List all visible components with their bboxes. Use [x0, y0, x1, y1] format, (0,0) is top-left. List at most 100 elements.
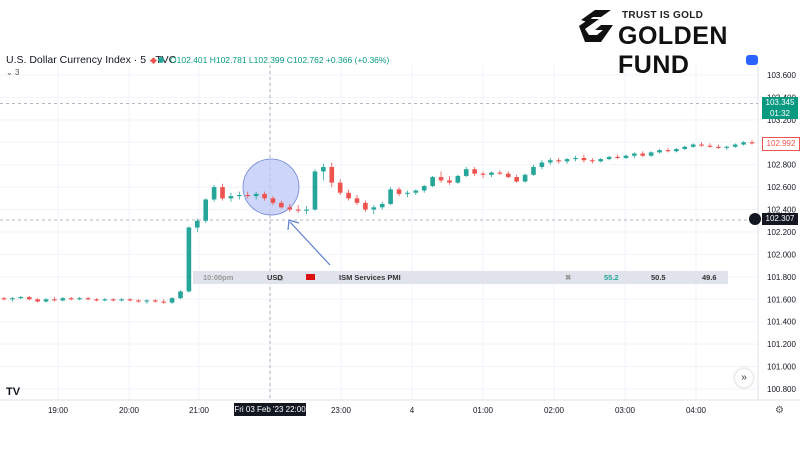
candle-body	[68, 298, 74, 300]
candle-body	[136, 300, 141, 302]
x-tick-label: 04:00	[686, 406, 707, 415]
candle-body	[127, 299, 133, 301]
candle-body	[371, 207, 377, 210]
candle-body	[270, 198, 276, 203]
candle-body	[35, 299, 40, 302]
indicator-toggle[interactable]: ⌄ 3	[6, 68, 19, 77]
candle-body	[640, 153, 646, 156]
candle-body	[60, 298, 66, 301]
candle-body	[77, 298, 82, 300]
y-tick-label: 102.600	[767, 183, 796, 192]
y-tick-label: 103.600	[767, 71, 796, 80]
x-tick-label: 4	[410, 406, 415, 415]
candle-body	[220, 187, 225, 199]
candle-body	[480, 173, 486, 175]
candle-body	[732, 144, 738, 147]
chevron-down-icon: ⌄	[6, 68, 15, 77]
candle-body	[707, 145, 713, 147]
event-currency: USD	[267, 273, 283, 282]
x-tick-label: 02:00	[544, 406, 565, 415]
candle-body	[489, 172, 494, 175]
golden-fund-logo-icon	[579, 10, 613, 42]
candle-body	[447, 180, 452, 183]
last-price: 103.345	[765, 98, 795, 107]
candle-body	[312, 171, 318, 210]
last-price-tag: 103.345 01:32	[762, 97, 798, 119]
candle-body	[405, 192, 410, 194]
event-forecast: 50.5	[651, 273, 666, 282]
candle-body	[531, 166, 536, 175]
event-actual: 55.2	[604, 273, 619, 282]
crosshair-price-tag: 102.307	[762, 213, 798, 225]
candle-body	[539, 162, 545, 167]
candle-body	[211, 187, 217, 200]
candle-body	[497, 172, 503, 174]
candle-body	[119, 299, 124, 301]
candle-body	[18, 297, 24, 299]
y-tick-label: 102.000	[767, 250, 796, 259]
candle-body	[329, 166, 335, 183]
event-time: 10:00pm	[203, 273, 234, 282]
candle-body	[547, 160, 553, 163]
candle-body	[648, 152, 654, 156]
candle-body	[438, 177, 444, 181]
highlight-circle	[242, 158, 300, 216]
candle-body	[321, 166, 326, 172]
crosshair-plus-icon[interactable]	[749, 213, 761, 225]
candle-body	[682, 146, 688, 150]
us-flag-icon	[306, 274, 315, 280]
market-status-icon: ◆	[150, 55, 157, 65]
x-tick-label: 01:00	[473, 406, 494, 415]
gear-icon[interactable]: ⚙	[775, 405, 784, 416]
bar-countdown: 01:32	[769, 109, 791, 118]
annotation-arrow-head	[287, 219, 300, 231]
candle-body	[237, 194, 242, 197]
impact-icon: ✖	[565, 273, 572, 282]
economic-event-bar[interactable]: 10:00pm ◷ USD ISM Services PMI ✖ 55.2 50…	[193, 271, 728, 284]
y-tick-label: 102.200	[767, 228, 796, 237]
event-name: ISM Services PMI	[339, 273, 401, 282]
candle-body	[379, 203, 385, 208]
snapshot-icon[interactable]	[746, 55, 758, 65]
candle-body	[388, 189, 393, 204]
candle-body	[632, 153, 637, 156]
ohlc-readout: O102.401 H102.781 L102.399 C102.762 +0.3…	[170, 55, 390, 65]
candle-body	[363, 202, 368, 210]
candle-body	[304, 209, 309, 211]
y-tick-label: 101.400	[767, 318, 796, 327]
candle-body	[203, 199, 209, 221]
y-tick-label: 102.800	[767, 161, 796, 170]
candle-body	[253, 193, 259, 197]
tradingview-logo-icon[interactable]: TV	[6, 386, 21, 398]
candle-body	[228, 196, 234, 199]
y-tick-label: 103.200	[767, 116, 796, 125]
candle-body	[573, 157, 578, 160]
candle-body	[716, 146, 721, 148]
candle-body	[186, 227, 192, 292]
y-tick-label: 102.400	[767, 206, 796, 215]
candle-body	[657, 150, 662, 153]
candle-body	[43, 299, 49, 302]
marker-price-tag: 102.992	[762, 137, 800, 151]
annotation-arrow	[289, 221, 331, 266]
candle-body	[598, 159, 604, 162]
candle-body	[152, 300, 158, 302]
candle-body	[295, 209, 301, 211]
candle-body	[161, 301, 166, 303]
double-chevron-right-icon[interactable]: »	[735, 369, 753, 387]
candle-body	[52, 299, 57, 301]
candle-body	[749, 142, 755, 144]
crosshair-date-tag: Fri 03 Feb '23 22:00	[234, 403, 306, 416]
x-tick-label: 03:00	[615, 406, 636, 415]
x-tick-label: 19:00	[48, 406, 69, 415]
brand-name: GOLDEN FUND	[618, 22, 728, 79]
y-tick-label: 101.800	[767, 273, 796, 282]
candle-body	[463, 169, 469, 176]
candle-body	[85, 298, 91, 300]
candle-body	[245, 194, 251, 197]
candle-body	[178, 291, 183, 299]
symbol-title[interactable]: U.S. Dollar Currency Index · 5 · TVC	[6, 54, 177, 66]
candle-body	[455, 175, 461, 183]
candle-body	[169, 298, 175, 303]
candle-body	[279, 202, 284, 208]
